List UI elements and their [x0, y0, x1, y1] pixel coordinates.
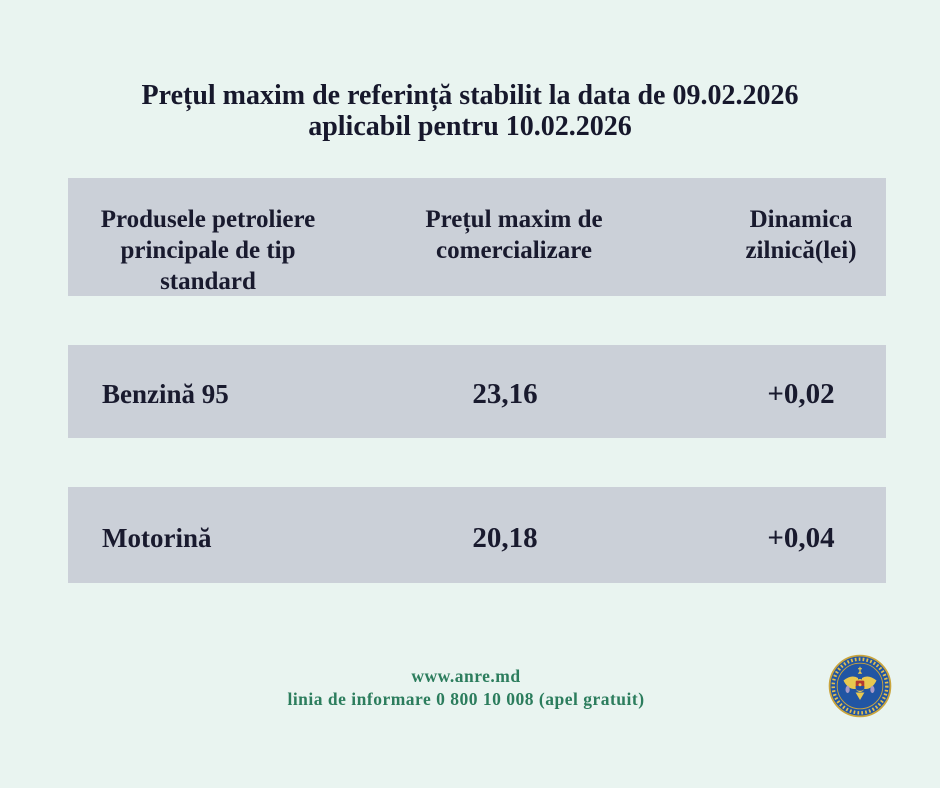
product-name-cell: Motorină: [68, 487, 348, 583]
column-header-daily-dynamic: Dinamica zilnică(lei): [716, 178, 886, 297]
dynamic-cell: +0,02: [716, 345, 886, 438]
product-name-cell: Benzină 95: [68, 345, 348, 438]
table-row-motorina: Motorină 20,18 +0,04: [68, 487, 886, 583]
column-header-products-label: Produsele petroliere principale de tip s…: [100, 206, 316, 295]
title-line-2: aplicabil pentru 10.02.2026: [308, 111, 632, 142]
moldova-state-seal-icon: [828, 654, 892, 718]
column-header-daily-dynamic-label: Dinamica zilnică(lei): [745, 206, 857, 264]
column-header-max-price-label: Prețul maxim de comercializare: [425, 206, 603, 264]
column-header-max-price: Prețul maxim de comercializare: [330, 178, 698, 297]
title-line-1: Prețul maxim de referință stabilit la da…: [141, 80, 799, 111]
footer: www.anre.md linia de informare 0 800 10 …: [0, 665, 932, 711]
product-name: Motorină: [102, 522, 212, 553]
price-value: 23,16: [472, 378, 538, 410]
product-name: Benzină 95: [102, 379, 229, 409]
price-cell: 23,16: [321, 345, 689, 438]
dynamic-cell: +0,04: [716, 487, 886, 583]
footer-info-line: linia de informare 0 800 10 008 (apel gr…: [287, 689, 645, 709]
table-header-row: Produsele petroliere principale de tip s…: [68, 178, 886, 296]
page-title: Prețul maxim de referință stabilit la da…: [0, 80, 940, 142]
table-row-benzina-95: Benzină 95 23,16 +0,02: [68, 345, 886, 438]
price-value: 20,18: [472, 521, 538, 554]
column-header-products: Produsele petroliere principale de tip s…: [68, 178, 348, 297]
price-cell: 20,18: [321, 487, 689, 583]
dynamic-value: +0,04: [767, 521, 835, 554]
dynamic-value: +0,02: [767, 378, 835, 410]
footer-website: www.anre.md: [411, 666, 521, 686]
